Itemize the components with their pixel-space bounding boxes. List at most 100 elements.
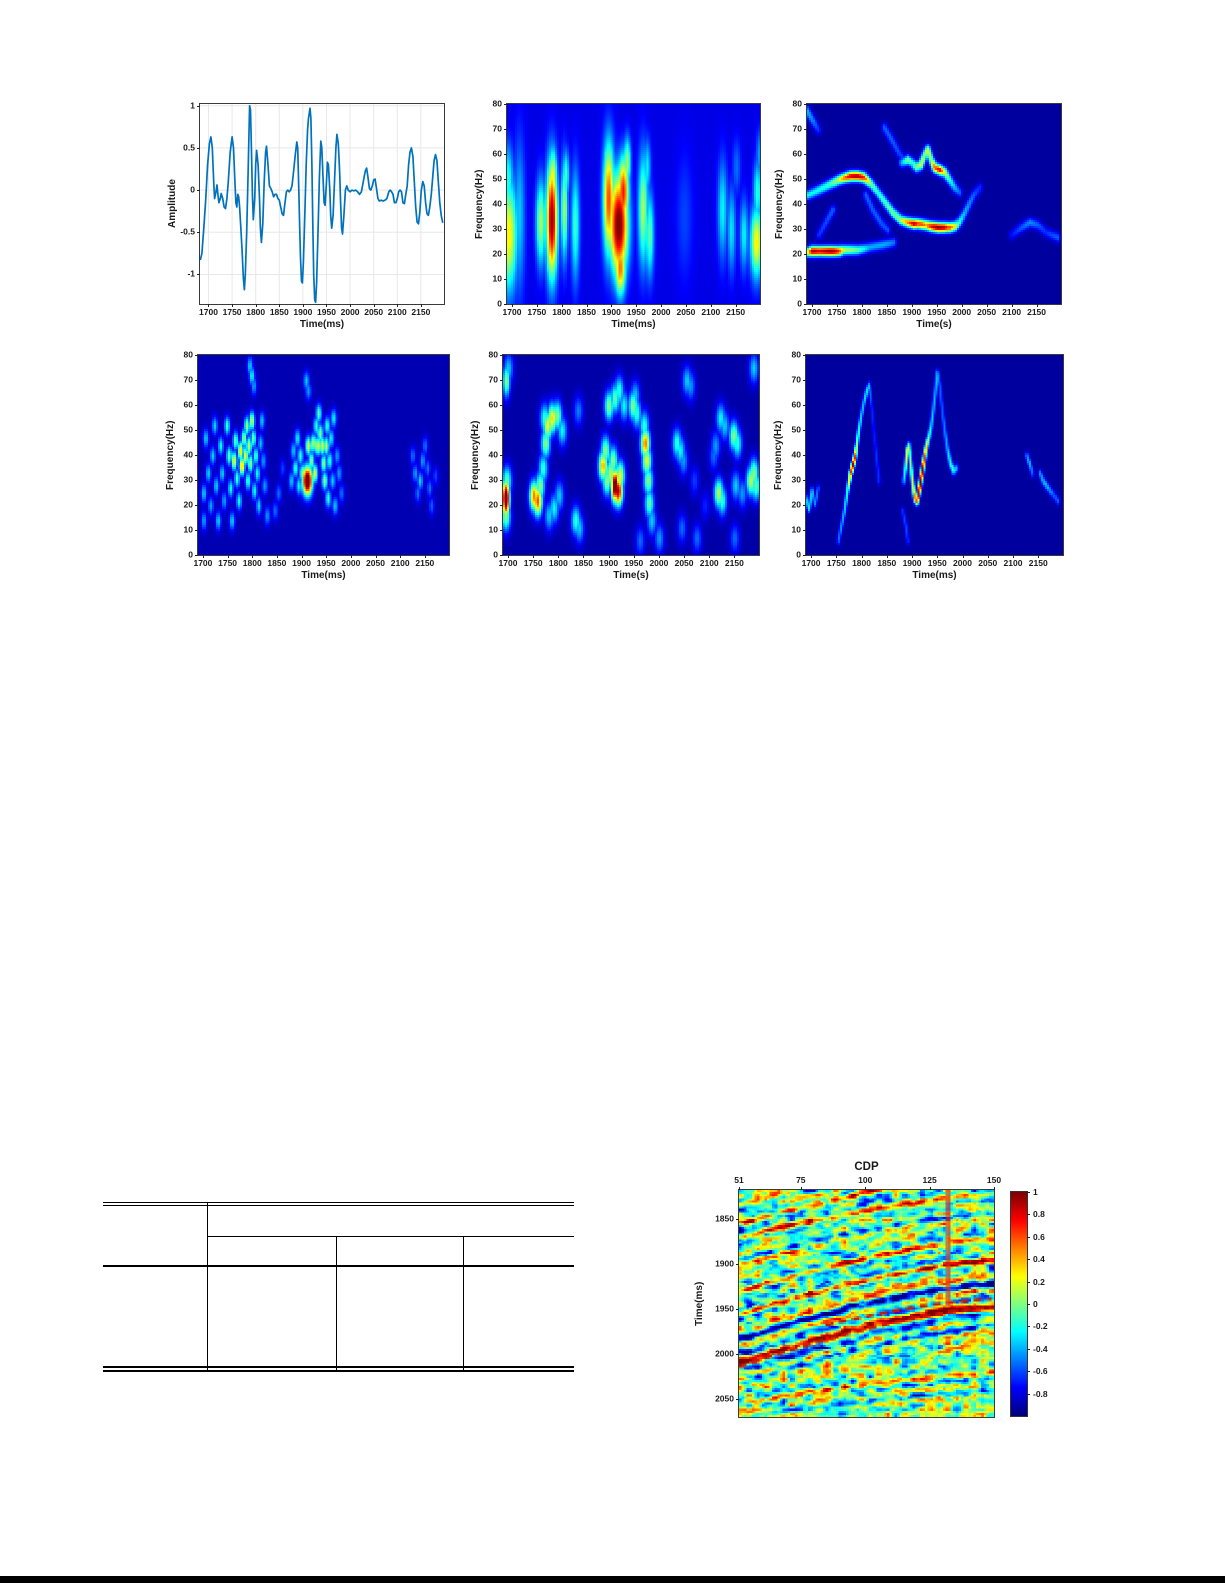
x-tick-label: 2100	[390, 558, 410, 568]
x-axis-label: Time(ms)	[301, 570, 346, 581]
tick-mark	[500, 405, 503, 406]
x-tick-label: 1850	[877, 307, 897, 317]
y-tick-label: 30	[183, 474, 193, 485]
table-skeleton	[103, 1202, 574, 1372]
tick-mark	[1036, 304, 1038, 307]
x-tick-label: 2100	[701, 307, 721, 317]
y-tick-label: 30	[492, 223, 502, 234]
tick-mark	[227, 555, 229, 558]
tick-mark	[504, 304, 507, 305]
tick-mark	[500, 555, 503, 556]
tick-mark	[911, 304, 913, 307]
tick-mark	[804, 179, 807, 180]
x-tick-label: 1850	[877, 558, 897, 568]
tick-mark	[301, 555, 303, 558]
y-tick-label: 1850	[715, 1213, 734, 1224]
y-tick-label: 70	[488, 374, 498, 385]
x-axis-label: Time(s)	[916, 319, 952, 330]
x-tick-label: 2100	[1002, 307, 1022, 317]
y-tick-label: 2000	[715, 1348, 734, 1359]
y-tick-label: 40	[183, 449, 193, 460]
tick-mark	[803, 405, 806, 406]
y-tick-label: 1	[190, 100, 195, 111]
tick-mark	[803, 480, 806, 481]
tick-mark	[936, 304, 938, 307]
tick-mark	[804, 304, 807, 305]
tick-mark	[500, 480, 503, 481]
table-rule	[103, 1366, 574, 1368]
tick-mark	[197, 105, 200, 107]
tick-mark	[195, 505, 198, 506]
tick-mark	[804, 254, 807, 255]
y-tick-label: 80	[492, 98, 502, 109]
y-axis-label: Time(ms)	[694, 1281, 705, 1326]
tick-mark	[994, 1187, 995, 1190]
tick-mark	[800, 1187, 802, 1190]
tick-mark	[886, 555, 888, 558]
tick-mark	[561, 304, 563, 307]
tick-mark	[1027, 1259, 1030, 1261]
y-tick-label: 50	[488, 424, 498, 435]
x-tick-label: 2150	[1027, 307, 1047, 317]
tick-mark	[811, 304, 813, 307]
tick-mark	[709, 555, 711, 558]
tick-mark	[252, 555, 254, 558]
tick-mark	[1027, 1393, 1030, 1395]
tick-mark	[533, 555, 535, 558]
x-tick-label: 51	[734, 1175, 744, 1185]
x-tick-label: 1800	[246, 307, 266, 317]
x-tick-label: 1700	[193, 558, 213, 568]
x-tick-label: 2050	[676, 307, 696, 317]
tick-mark	[500, 530, 503, 531]
x-tick-label: 2100	[699, 558, 719, 568]
y-tick-label: 60	[488, 399, 498, 410]
tick-mark	[1027, 1371, 1030, 1373]
tick-mark	[804, 204, 807, 205]
y-tick-label: 10	[791, 524, 801, 535]
tick-mark	[195, 355, 198, 356]
page-bottom-rule	[0, 1576, 1225, 1583]
tick-mark	[865, 1187, 867, 1190]
tick-mark	[420, 304, 422, 307]
fig-seismic-cdp: CDP Time(ms) 51 75 100 125 150 1850 1900 1950 20…	[694, 1161, 1001, 1418]
tick-mark	[736, 1218, 739, 1220]
x-tick-label: 2050	[674, 558, 694, 568]
y-tick-label: 20	[183, 499, 193, 510]
x-tick-label: 1800	[548, 558, 568, 568]
x-tick-label: 1900	[293, 307, 313, 317]
x-tick-label: 2050	[366, 558, 385, 568]
x-tick-label: 2100	[387, 307, 407, 317]
y-tick-label: 70	[791, 374, 801, 385]
y-tick-label: 30	[488, 474, 498, 485]
tick-mark	[937, 555, 939, 558]
tick-mark	[276, 555, 278, 558]
tick-mark	[987, 555, 989, 558]
tick-mark	[929, 1187, 931, 1190]
spectrogram-canvas	[198, 355, 449, 555]
x-tick-label: 1700	[199, 307, 218, 317]
y-tick-label: 30	[791, 474, 801, 485]
x-tick-label: 1850	[574, 558, 593, 568]
tick-mark	[424, 555, 426, 558]
x-tick-label: 2000	[651, 307, 671, 317]
tick-mark	[736, 1263, 739, 1265]
x-tick-label: 1850	[269, 307, 289, 317]
x-tick-label: 2050	[977, 307, 997, 317]
x-tick-label: 2000	[340, 307, 360, 317]
x-tick-label: 1750	[218, 558, 238, 568]
tick-mark	[962, 555, 964, 558]
x-tick-label: 2000	[953, 558, 972, 568]
x-tick-label: 2150	[726, 307, 746, 317]
tick-mark	[803, 455, 806, 456]
y-tick-label: 20	[492, 248, 502, 259]
x-tick-label: 2100	[1003, 558, 1023, 568]
x-tick-label: 1750	[527, 307, 547, 317]
x-tick-label: 1850	[577, 307, 596, 317]
y-tick-label: 20	[488, 499, 498, 510]
tick-mark	[961, 304, 963, 307]
y-tick-label: 70	[183, 374, 193, 385]
x-tick-label: 2150	[411, 307, 431, 317]
y-tick-label: 60	[791, 399, 801, 410]
tick-mark	[986, 304, 988, 307]
tick-mark	[658, 555, 660, 558]
